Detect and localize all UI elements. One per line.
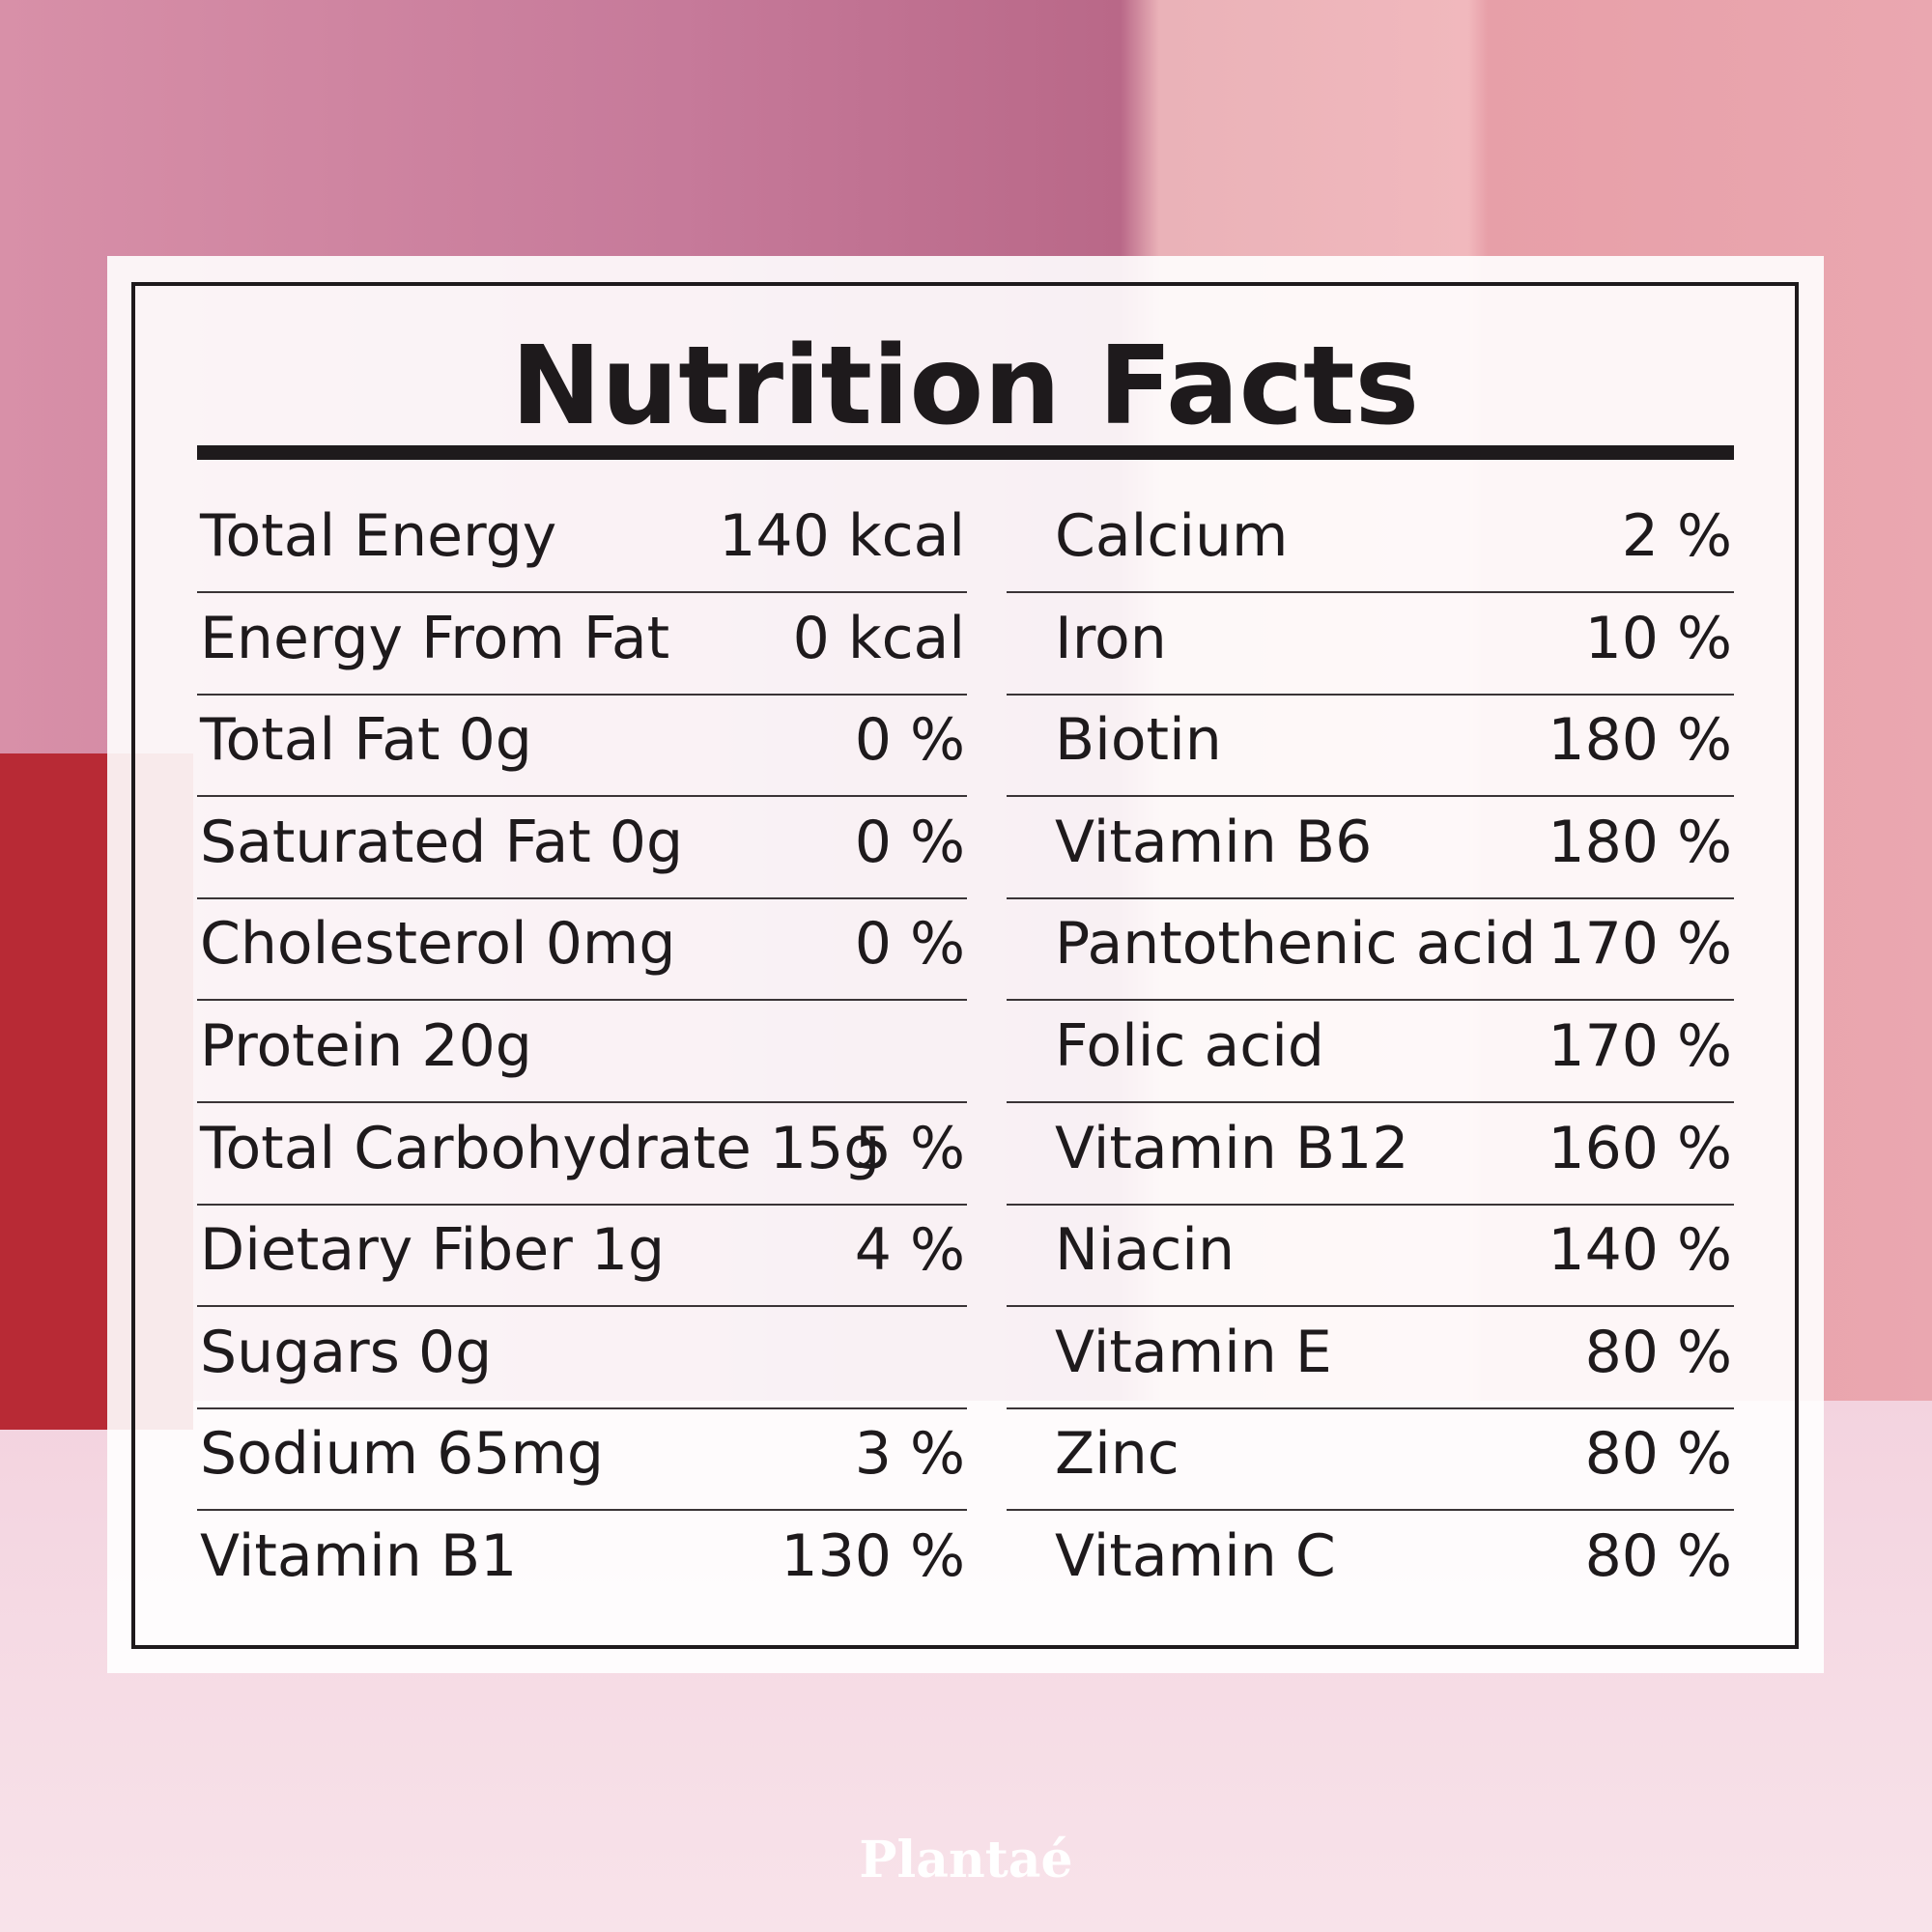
row-value: 10 % (1584, 604, 1732, 672)
title-rule (197, 445, 1734, 460)
row-label: Total Carbohydrate 15g (200, 1114, 881, 1182)
row-label: Sugars 0g (200, 1318, 493, 1386)
row-divider (197, 1305, 967, 1308)
row-label: Niacin (1055, 1216, 1236, 1285)
title: Nutrition Facts (510, 324, 1420, 449)
row-label: Cholesterol 0mg (200, 910, 676, 979)
row-divider (197, 693, 967, 696)
row-label: Iron (1055, 604, 1167, 672)
row-value: 80 % (1584, 1420, 1732, 1489)
row-divider (1007, 1101, 1734, 1103)
row-label: Vitamin B6 (1055, 808, 1373, 876)
row-divider (1007, 1509, 1734, 1512)
row-divider (197, 795, 967, 798)
row-divider (197, 896, 967, 899)
row-label: Vitamin B12 (1055, 1114, 1409, 1182)
row-value: 2 % (1621, 502, 1732, 570)
row-label: Folic acid (1055, 1012, 1324, 1080)
row-value: 80 % (1584, 1318, 1732, 1386)
row-divider (1007, 1406, 1734, 1409)
row-divider (197, 1406, 967, 1409)
row-value: 4 % (854, 1216, 965, 1285)
row-label: Total Fat 0g (200, 706, 532, 775)
row-value: 0 % (854, 910, 965, 979)
row-label: Energy From Fat (200, 604, 670, 672)
row-label: Zinc (1055, 1420, 1179, 1489)
row-divider (197, 1509, 967, 1512)
row-label: Saturated Fat 0g (200, 808, 684, 876)
row-label: Vitamin C (1055, 1522, 1336, 1590)
row-divider (197, 1203, 967, 1206)
row-value: 140 % (1548, 1216, 1732, 1285)
row-value: 180 % (1548, 706, 1732, 775)
row-label: Calcium (1055, 502, 1289, 570)
row-label: Biotin (1055, 706, 1222, 775)
row-value: 80 % (1584, 1522, 1732, 1590)
row-value: 3 % (854, 1420, 965, 1489)
row-value: 180 % (1548, 808, 1732, 876)
row-label: Vitamin E (1055, 1318, 1332, 1386)
row-divider (1007, 1203, 1734, 1206)
row-divider (1007, 693, 1734, 696)
brand: Plantaé (859, 1831, 1073, 1889)
row-divider (1007, 896, 1734, 899)
row-divider (1007, 999, 1734, 1002)
row-value: 0 % (854, 808, 965, 876)
row-divider (197, 999, 967, 1002)
panel (107, 256, 1824, 1673)
row-label: Protein 20g (200, 1012, 532, 1080)
row-value: 140 kcal (719, 502, 965, 570)
row-value: 170 % (1548, 910, 1732, 979)
row-label: Sodium 65mg (200, 1420, 604, 1489)
row-divider (1007, 795, 1734, 798)
row-label: Dietary Fiber 1g (200, 1216, 666, 1285)
row-divider (197, 591, 967, 593)
row-divider (1007, 591, 1734, 593)
frame (131, 282, 1799, 1649)
row-value: 0 kcal (792, 604, 965, 672)
row-divider (1007, 1305, 1734, 1308)
row-value: 5 % (854, 1114, 965, 1182)
row-label: Pantothenic acid (1055, 910, 1537, 979)
row-divider (197, 1101, 967, 1103)
row-value: 0 % (854, 706, 965, 775)
row-label: Vitamin B1 (200, 1522, 518, 1590)
row-label: Total Energy (200, 502, 557, 570)
row-value: 130 % (781, 1522, 965, 1590)
row-value: 160 % (1548, 1114, 1732, 1182)
row-value: 170 % (1548, 1012, 1732, 1080)
